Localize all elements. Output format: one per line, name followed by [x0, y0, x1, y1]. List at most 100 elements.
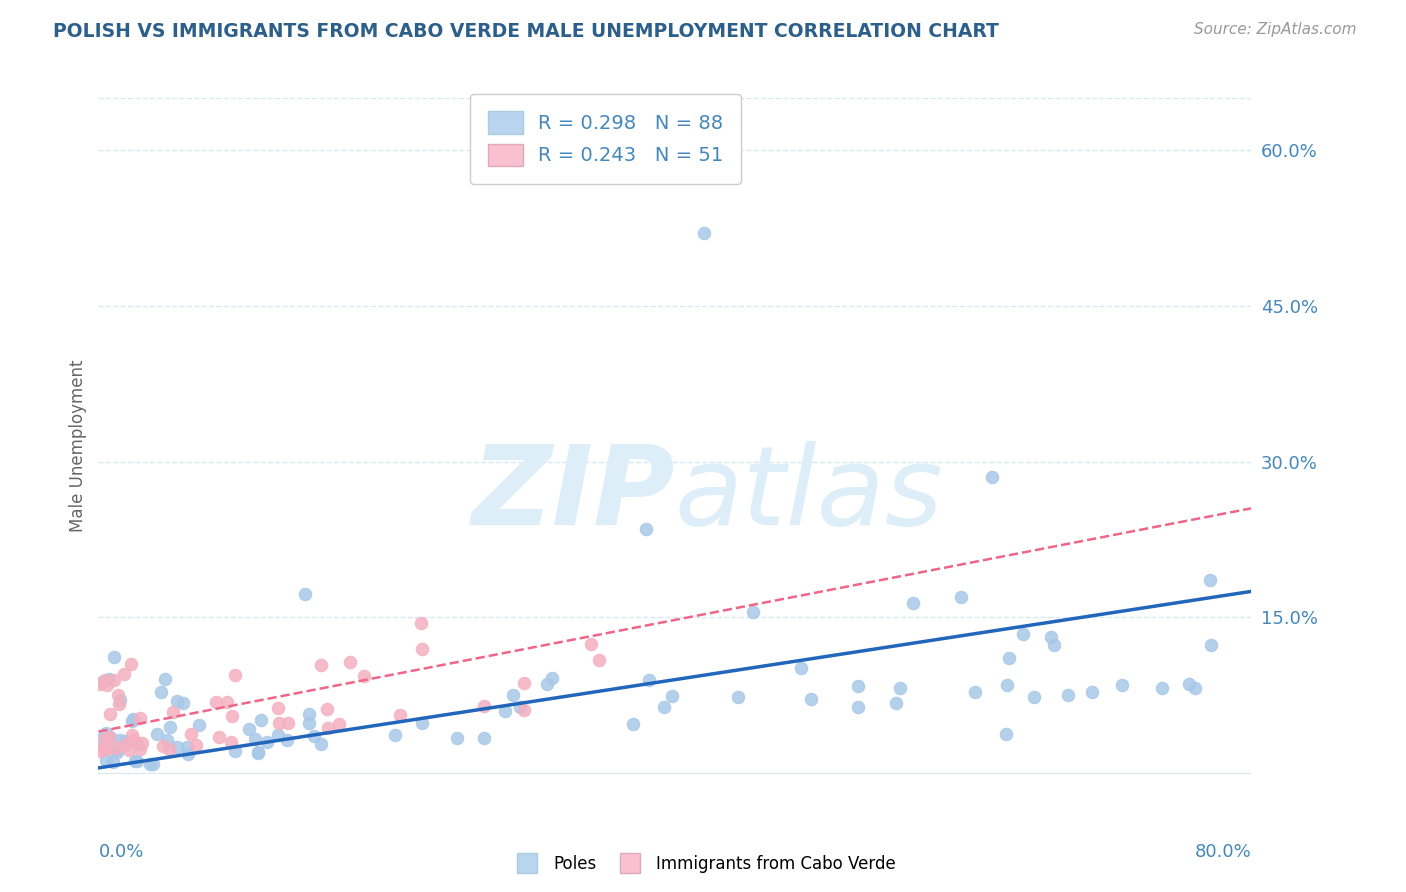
Point: [472, 698, 495, 713]
Point: [742, 606, 765, 620]
Point: [513, 703, 536, 717]
Point: [661, 689, 683, 703]
Point: [1184, 681, 1206, 695]
Point: [247, 745, 270, 759]
Point: [112, 667, 135, 681]
Point: [298, 716, 321, 731]
Point: [621, 717, 644, 731]
Point: [107, 746, 129, 760]
Point: [121, 714, 143, 728]
Point: [1042, 638, 1064, 652]
Point: [388, 708, 411, 723]
Point: [125, 737, 148, 751]
Point: [208, 730, 231, 744]
Point: [316, 721, 339, 735]
Point: [162, 706, 184, 720]
Point: [309, 737, 332, 751]
Point: [172, 696, 194, 710]
Point: [215, 695, 238, 709]
Point: [110, 693, 132, 707]
Point: [409, 615, 432, 630]
Point: [636, 522, 658, 536]
Point: [502, 689, 524, 703]
Point: [149, 685, 172, 699]
Point: [145, 727, 167, 741]
Point: [800, 691, 823, 706]
Point: [122, 735, 145, 749]
Point: [121, 729, 143, 743]
Point: [129, 742, 152, 756]
Point: [107, 742, 129, 756]
Point: [267, 701, 290, 715]
Y-axis label: Male Unemployment: Male Unemployment: [69, 359, 87, 533]
Point: [339, 655, 361, 669]
Point: [90, 732, 112, 747]
Point: [139, 756, 162, 771]
Legend: Poles, Immigrants from Cabo Verde: Poles, Immigrants from Cabo Verde: [503, 848, 903, 880]
Point: [96, 678, 118, 692]
Point: [90, 674, 112, 689]
Point: [276, 733, 298, 747]
Point: [127, 754, 149, 768]
Text: ZIP: ZIP: [471, 442, 675, 549]
Point: [120, 657, 142, 671]
Point: [93, 741, 115, 756]
Point: [277, 716, 299, 731]
Point: [995, 678, 1018, 692]
Point: [328, 717, 350, 731]
Point: [124, 754, 146, 768]
Point: [998, 650, 1021, 665]
Point: [176, 747, 198, 761]
Point: [89, 744, 111, 758]
Point: [89, 677, 111, 691]
Text: 0.0%: 0.0%: [98, 843, 143, 861]
Point: [103, 649, 125, 664]
Point: [637, 673, 659, 687]
Point: [243, 731, 266, 746]
Point: [101, 755, 124, 769]
Point: [588, 653, 610, 667]
Point: [353, 669, 375, 683]
Point: [219, 734, 242, 748]
Point: [157, 741, 180, 756]
Point: [128, 711, 150, 725]
Point: [96, 753, 118, 767]
Point: [93, 673, 115, 688]
Point: [176, 740, 198, 755]
Point: [267, 728, 290, 742]
Point: [950, 590, 973, 604]
Point: [180, 727, 202, 741]
Point: [1177, 676, 1199, 690]
Point: [446, 731, 468, 746]
Point: [159, 720, 181, 734]
Point: [100, 730, 122, 744]
Point: [118, 743, 141, 757]
Point: [105, 741, 128, 756]
Point: [981, 470, 1004, 484]
Point: [238, 723, 260, 737]
Point: [1199, 573, 1222, 587]
Point: [884, 696, 907, 710]
Point: [1057, 689, 1080, 703]
Point: [541, 671, 564, 685]
Point: [963, 684, 986, 698]
Text: POLISH VS IMMIGRANTS FROM CABO VERDE MALE UNEMPLOYMENT CORRELATION CHART: POLISH VS IMMIGRANTS FROM CABO VERDE MAL…: [53, 22, 1000, 41]
Point: [1081, 685, 1104, 699]
Point: [1201, 638, 1223, 652]
Point: [536, 676, 558, 690]
Point: [411, 716, 433, 731]
Point: [121, 712, 143, 726]
Point: [316, 702, 339, 716]
Point: [790, 660, 813, 674]
Point: [889, 681, 911, 695]
Point: [1012, 627, 1035, 641]
Point: [693, 226, 716, 240]
Point: [131, 736, 153, 750]
Point: [94, 731, 117, 746]
Point: [94, 741, 117, 756]
Point: [224, 744, 246, 758]
Point: [221, 709, 243, 723]
Point: [152, 739, 174, 753]
Point: [250, 714, 273, 728]
Point: [98, 730, 121, 744]
